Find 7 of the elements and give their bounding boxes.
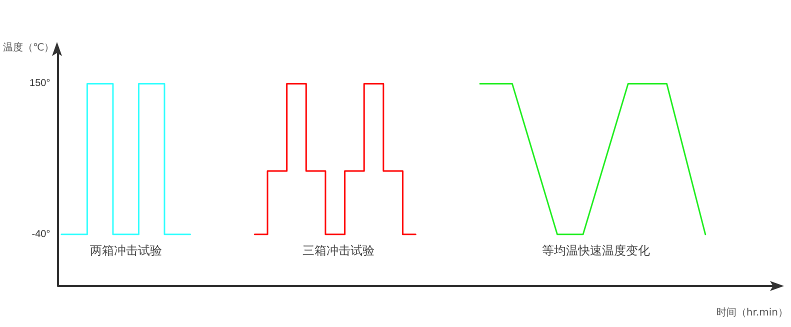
x-axis-title: 时间（hr.min） bbox=[716, 306, 788, 318]
y-tick-label: -40° bbox=[32, 228, 50, 240]
y-axis-title: 温度（℃） bbox=[2, 42, 54, 54]
series-label: 等均温快速温度变化 bbox=[542, 243, 650, 258]
y-tick-label: 150° bbox=[30, 78, 50, 90]
series-label: 三箱冲击试验 bbox=[302, 243, 374, 258]
series-label: 两箱冲击试验 bbox=[90, 243, 162, 258]
